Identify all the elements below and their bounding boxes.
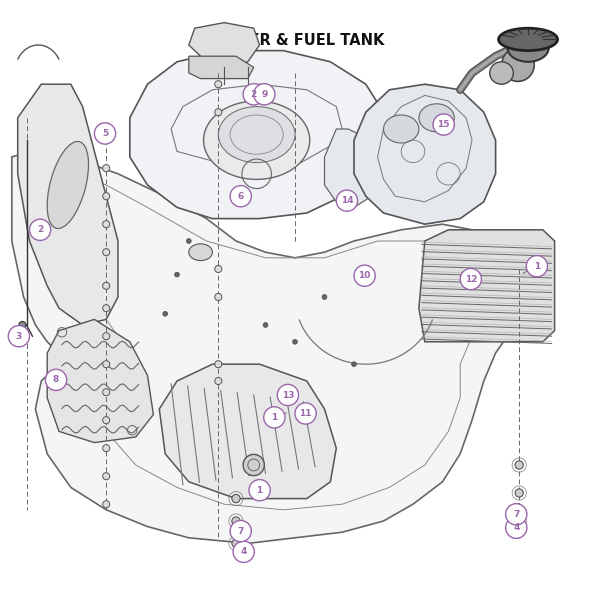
Ellipse shape [384, 115, 419, 143]
Circle shape [103, 416, 110, 424]
Circle shape [322, 295, 327, 299]
Ellipse shape [218, 106, 295, 163]
Text: 8: 8 [53, 375, 59, 384]
Circle shape [45, 369, 67, 390]
Text: 11: 11 [299, 409, 312, 418]
Circle shape [103, 282, 110, 289]
Circle shape [103, 165, 110, 172]
Circle shape [30, 219, 51, 241]
Circle shape [103, 388, 110, 396]
Circle shape [233, 541, 254, 563]
Circle shape [460, 268, 481, 290]
Polygon shape [189, 23, 260, 67]
Circle shape [277, 384, 299, 406]
Circle shape [163, 311, 168, 316]
Circle shape [254, 84, 275, 105]
Ellipse shape [419, 104, 454, 132]
Circle shape [515, 517, 523, 525]
Text: 4: 4 [241, 547, 247, 557]
Circle shape [263, 323, 268, 327]
Ellipse shape [490, 62, 513, 84]
Text: 5: 5 [102, 129, 108, 138]
Text: 3: 3 [16, 331, 22, 341]
Circle shape [103, 137, 110, 144]
Circle shape [295, 403, 316, 424]
Circle shape [336, 190, 358, 211]
Text: 13: 13 [281, 390, 294, 400]
Circle shape [230, 185, 251, 207]
Circle shape [103, 445, 110, 452]
Text: 14: 14 [340, 196, 353, 205]
Text: 1: 1 [271, 413, 277, 422]
Polygon shape [189, 56, 254, 78]
Text: 2: 2 [251, 90, 257, 99]
Circle shape [103, 192, 110, 200]
Circle shape [103, 333, 110, 340]
Circle shape [215, 266, 222, 273]
Circle shape [94, 123, 116, 144]
Circle shape [215, 377, 222, 384]
Polygon shape [130, 50, 384, 219]
Ellipse shape [507, 34, 549, 62]
Text: 1: 1 [257, 486, 263, 495]
Circle shape [506, 504, 527, 525]
Circle shape [433, 114, 454, 135]
Circle shape [293, 339, 297, 344]
Circle shape [186, 239, 191, 244]
Circle shape [103, 220, 110, 228]
Circle shape [8, 326, 30, 347]
Ellipse shape [47, 141, 88, 229]
Text: 7: 7 [238, 526, 244, 536]
Circle shape [354, 265, 375, 286]
Circle shape [264, 407, 285, 428]
Text: FENDER & FUEL TANK: FENDER & FUEL TANK [205, 33, 385, 48]
Circle shape [243, 454, 264, 476]
Polygon shape [419, 230, 555, 342]
Text: 12: 12 [464, 274, 477, 283]
Circle shape [215, 109, 222, 116]
Circle shape [215, 293, 222, 301]
Circle shape [515, 489, 523, 497]
Circle shape [526, 255, 548, 277]
Circle shape [175, 272, 179, 277]
Ellipse shape [189, 244, 212, 261]
Circle shape [249, 479, 270, 501]
Circle shape [230, 520, 251, 542]
Text: 2: 2 [37, 225, 43, 234]
Ellipse shape [502, 48, 535, 81]
Circle shape [352, 362, 356, 366]
Text: 1: 1 [534, 262, 540, 271]
Circle shape [215, 81, 222, 88]
Circle shape [506, 517, 527, 538]
Ellipse shape [204, 101, 310, 179]
Circle shape [232, 494, 240, 503]
Polygon shape [12, 151, 531, 544]
Polygon shape [18, 84, 118, 325]
Text: 9: 9 [261, 90, 267, 99]
Text: 15: 15 [437, 120, 450, 129]
Circle shape [515, 461, 523, 469]
Circle shape [103, 361, 110, 368]
Circle shape [103, 305, 110, 312]
Text: 4: 4 [513, 523, 519, 532]
Polygon shape [159, 364, 336, 498]
Text: 7: 7 [513, 510, 519, 519]
Circle shape [103, 473, 110, 480]
Circle shape [103, 501, 110, 508]
Polygon shape [354, 84, 496, 224]
Text: 6: 6 [238, 192, 244, 201]
Circle shape [215, 361, 222, 368]
Circle shape [19, 321, 26, 328]
Circle shape [103, 249, 110, 256]
Circle shape [232, 517, 240, 525]
Polygon shape [324, 129, 384, 207]
Circle shape [243, 84, 264, 105]
Ellipse shape [499, 28, 558, 50]
Text: 10: 10 [359, 271, 371, 280]
Polygon shape [47, 320, 153, 443]
Circle shape [232, 539, 240, 548]
